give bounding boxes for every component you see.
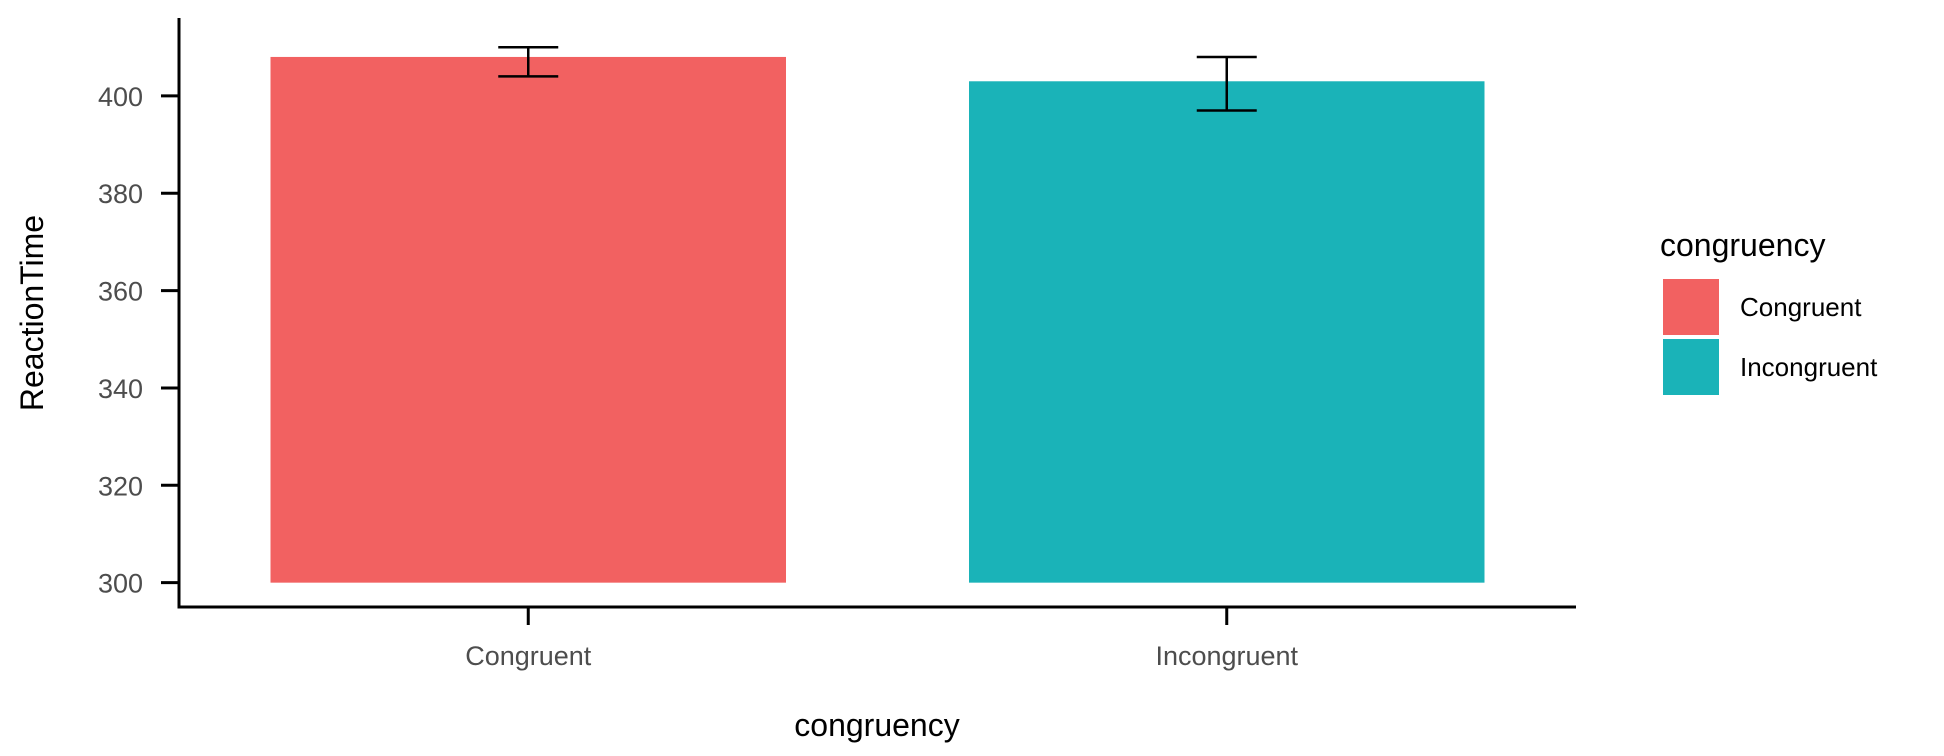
legend-item-congruent: Congruent bbox=[1663, 279, 1862, 335]
y-tick-label: 340 bbox=[98, 374, 143, 404]
y-tick-label: 300 bbox=[98, 569, 143, 599]
bars-layer bbox=[270, 56, 1485, 583]
legend-item-incongruent: Incongruent bbox=[1663, 339, 1878, 395]
y-tick-label: 320 bbox=[98, 471, 143, 501]
x-ticks-layer: Congruent Incongruent bbox=[465, 607, 1299, 671]
legend-label-congruent: Congruent bbox=[1740, 292, 1862, 322]
x-axis-title: congruency bbox=[794, 707, 959, 743]
bar-incongruent bbox=[969, 81, 1485, 583]
y-tick-label: 360 bbox=[98, 277, 143, 307]
legend-title: congruency bbox=[1660, 227, 1825, 263]
error-bar-congruent bbox=[498, 45, 559, 78]
legend-swatch-congruent bbox=[1663, 279, 1719, 335]
x-tick-label-incongruent: Incongruent bbox=[1155, 641, 1298, 671]
legend-swatch-incongruent bbox=[1663, 339, 1719, 395]
y-axis-title: ReactionTime bbox=[14, 215, 50, 411]
legend-label-incongruent: Incongruent bbox=[1740, 352, 1878, 382]
y-tick-label: 380 bbox=[98, 179, 143, 209]
y-tick-label: 400 bbox=[98, 82, 143, 112]
y-ticks-layer: 300 320 340 360 380 400 bbox=[98, 82, 179, 599]
legend: congruency Congruent Incongruent bbox=[1660, 227, 1878, 395]
legend-items: Congruent Incongruent bbox=[1663, 279, 1878, 395]
error-bar-incongruent bbox=[1196, 55, 1257, 112]
bar-congruent bbox=[270, 56, 786, 583]
error-bars-layer bbox=[498, 45, 1257, 112]
x-tick-label-congruent: Congruent bbox=[465, 641, 592, 671]
